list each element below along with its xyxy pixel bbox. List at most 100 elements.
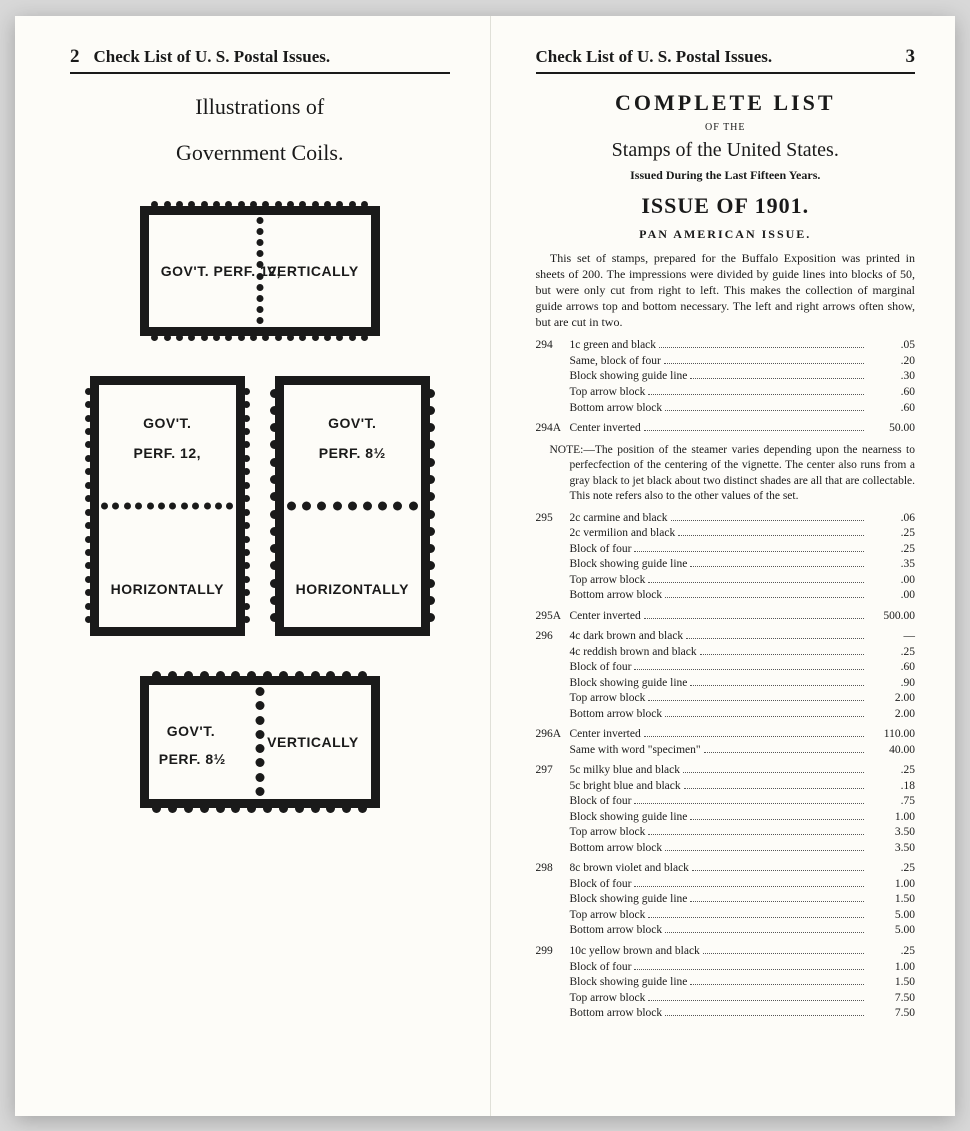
list-row: Block showing guide line 1.50 xyxy=(536,975,916,991)
item-price: .25 xyxy=(867,526,915,542)
list-row: Block of four 1.00 xyxy=(536,877,916,893)
list-row: Block showing guide line 1.50 xyxy=(536,892,916,908)
listing-group: 296ACenter inverted 110.00Same with word… xyxy=(536,727,916,758)
item-price: — xyxy=(867,629,915,645)
item-description: Top arrow block xyxy=(570,991,646,1007)
item-description: 1c green and black xyxy=(570,338,657,354)
left-page-header: 2 Check List of U. S. Postal Issues. xyxy=(70,46,450,74)
item-description: Bottom arrow block xyxy=(570,923,663,939)
item-price: .25 xyxy=(867,944,915,960)
listing-group: 29910c yellow brown and black .25Block o… xyxy=(536,944,916,1022)
stamps-subtitle: Stamps of the United States. xyxy=(536,139,916,162)
item-price: .06 xyxy=(867,511,915,527)
item-description: Center inverted xyxy=(570,609,641,625)
item-description: Bottom arrow block xyxy=(570,841,663,857)
leader-dots xyxy=(665,597,864,598)
list-row: 2964c dark brown and black — xyxy=(536,629,916,645)
intro-paragraph: This set of stamps, prepared for the Buf… xyxy=(536,250,916,331)
item-description: 2c carmine and black xyxy=(570,511,668,527)
coil-label: PERF. 8½ xyxy=(159,751,226,767)
list-row: Bottom arrow block 3.50 xyxy=(536,841,916,857)
item-description: Top arrow block xyxy=(570,691,646,707)
list-row: Top arrow block .00 xyxy=(536,573,916,589)
item-description: 10c yellow brown and black xyxy=(570,944,700,960)
right-page-number: 3 xyxy=(906,46,916,68)
right-header-title: Check List of U. S. Postal Issues. xyxy=(536,47,773,67)
item-description: Center inverted xyxy=(570,421,641,437)
perforation-top xyxy=(149,201,371,208)
list-row: Block showing guide line .30 xyxy=(536,369,916,385)
list-row: Top arrow block .60 xyxy=(536,385,916,401)
list-row: Top arrow block 2.00 xyxy=(536,691,916,707)
item-description: Bottom arrow block xyxy=(570,401,663,417)
item-description: Top arrow block xyxy=(570,825,646,841)
item-price: .20 xyxy=(867,354,915,370)
list-row: 296ACenter inverted 110.00 xyxy=(536,727,916,743)
item-price: .25 xyxy=(867,542,915,558)
item-description: 5c milky blue and black xyxy=(570,763,681,779)
coil-label: GOV'T. xyxy=(284,415,421,431)
illustrations-heading-line2: Government Coils. xyxy=(70,140,450,166)
item-description: Block showing guide line xyxy=(570,557,688,573)
coil-perf12-horizontally: GOV'T. PERF. 12, HORIZONTALLY xyxy=(90,376,245,636)
item-description: Bottom arrow block xyxy=(570,707,663,723)
right-page: Check List of U. S. Postal Issues. 3 COM… xyxy=(490,16,956,1116)
list-row: Bottom arrow block 2.00 xyxy=(536,707,916,723)
leader-dots xyxy=(665,850,864,851)
item-description: Block showing guide line xyxy=(570,892,688,908)
left-header-title: Check List of U. S. Postal Issues. xyxy=(94,47,331,67)
list-row: Bottom arrow block 5.00 xyxy=(536,923,916,939)
item-price: .35 xyxy=(867,557,915,573)
leader-dots xyxy=(648,582,864,583)
leader-dots xyxy=(634,886,864,887)
item-price: 1.50 xyxy=(867,892,915,908)
item-description: Block showing guide line xyxy=(570,676,688,692)
item-description: Top arrow block xyxy=(570,385,646,401)
leader-dots xyxy=(678,535,864,536)
item-price: 110.00 xyxy=(867,727,915,743)
leader-dots xyxy=(703,953,864,954)
leader-dots xyxy=(648,917,864,918)
item-description: 4c dark brown and black xyxy=(570,629,684,645)
list-row: 2952c carmine and black .06 xyxy=(536,511,916,527)
list-row: 2941c green and black .05 xyxy=(536,338,916,354)
complete-list-title: COMPLETE LIST xyxy=(536,90,916,116)
perforation-right xyxy=(426,385,435,627)
leader-dots xyxy=(665,1015,864,1016)
leader-dots xyxy=(634,803,864,804)
note-block: NOTE:—The position of the steamer varies… xyxy=(536,443,916,505)
item-description: Block showing guide line xyxy=(570,975,688,991)
list-row: Block of four .25 xyxy=(536,542,916,558)
list-row: 294ACenter inverted 50.00 xyxy=(536,421,916,437)
item-price: .00 xyxy=(867,573,915,589)
list-row: 2c vermilion and black .25 xyxy=(536,526,916,542)
coil-perf85-vertically: GOV'T. PERF. 8½ VERTICALLY xyxy=(140,676,380,808)
catalog-number: 295 xyxy=(536,511,570,527)
coil-label: VERTICALLY xyxy=(267,263,359,279)
list-row: Block showing guide line 1.00 xyxy=(536,810,916,826)
item-description: Block of four xyxy=(570,660,632,676)
coil-label: GOV'T. xyxy=(167,723,215,739)
item-price: .05 xyxy=(867,338,915,354)
list-row: Same with word "specimen" 40.00 xyxy=(536,743,916,759)
listing-group: 2964c dark brown and black —4c reddish b… xyxy=(536,629,916,722)
perforation-mid-horizontal xyxy=(284,501,421,510)
listing-group: 2952c carmine and black .062c vermilion … xyxy=(536,511,916,604)
of-the: OF THE xyxy=(536,122,916,133)
coil-row-bottom: GOV'T. PERF. 8½ VERTICALLY xyxy=(70,676,450,808)
item-price: .30 xyxy=(867,369,915,385)
item-price: 2.00 xyxy=(867,707,915,723)
list-row: Block of four .60 xyxy=(536,660,916,676)
leader-dots xyxy=(634,669,864,670)
coil-label: HORIZONTALLY xyxy=(284,581,421,597)
list-row: Top arrow block 5.00 xyxy=(536,908,916,924)
catalog-number: 296A xyxy=(536,727,570,743)
catalog-number: 295A xyxy=(536,609,570,625)
section-heading: PAN AMERICAN ISSUE. xyxy=(536,227,916,242)
catalog-number: 294A xyxy=(536,421,570,437)
list-row: Block of four 1.00 xyxy=(536,960,916,976)
item-description: Block of four xyxy=(570,794,632,810)
book-spread: 2 Check List of U. S. Postal Issues. Ill… xyxy=(15,16,955,1116)
item-price: 500.00 xyxy=(867,609,915,625)
item-price: .60 xyxy=(867,385,915,401)
